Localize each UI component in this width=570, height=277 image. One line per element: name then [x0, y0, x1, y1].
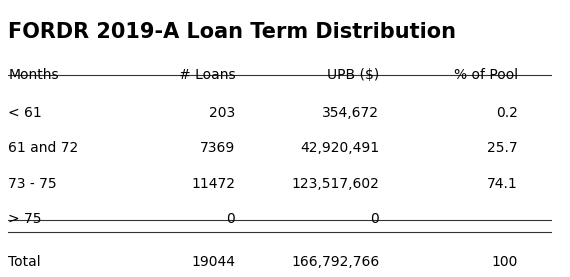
Text: 42,920,491: 42,920,491: [300, 141, 380, 155]
Text: 0: 0: [370, 212, 380, 226]
Text: 166,792,766: 166,792,766: [291, 255, 380, 269]
Text: 74.1: 74.1: [487, 176, 518, 191]
Text: 25.7: 25.7: [487, 141, 518, 155]
Text: > 75: > 75: [9, 212, 42, 226]
Text: 123,517,602: 123,517,602: [291, 176, 380, 191]
Text: 61 and 72: 61 and 72: [9, 141, 79, 155]
Text: 19044: 19044: [192, 255, 235, 269]
Text: 11472: 11472: [192, 176, 235, 191]
Text: % of Pool: % of Pool: [454, 68, 518, 82]
Text: Total: Total: [9, 255, 41, 269]
Text: 203: 203: [209, 106, 235, 120]
Text: 100: 100: [491, 255, 518, 269]
Text: 0: 0: [227, 212, 235, 226]
Text: 73 - 75: 73 - 75: [9, 176, 57, 191]
Text: FORDR 2019-A Loan Term Distribution: FORDR 2019-A Loan Term Distribution: [9, 22, 457, 42]
Text: # Loans: # Loans: [179, 68, 235, 82]
Text: Months: Months: [9, 68, 59, 82]
Text: 354,672: 354,672: [323, 106, 380, 120]
Text: UPB ($): UPB ($): [327, 68, 380, 82]
Text: 0.2: 0.2: [496, 106, 518, 120]
Text: < 61: < 61: [9, 106, 42, 120]
Text: 7369: 7369: [200, 141, 235, 155]
